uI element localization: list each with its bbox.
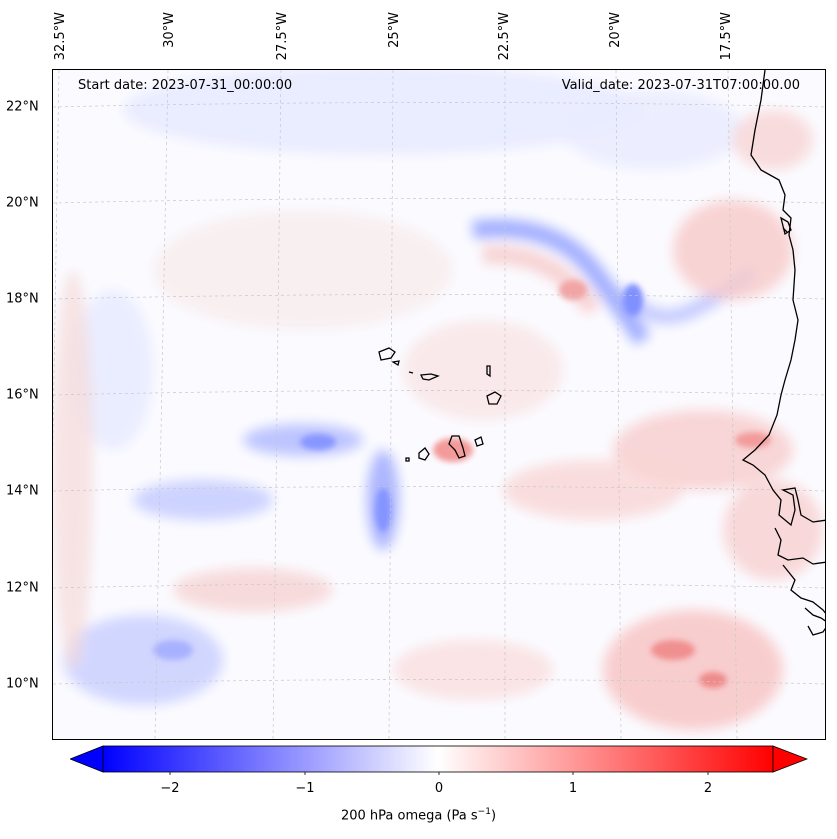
lon-label-22-5w: 22.5°W (497, 12, 512, 61)
lon-label-30w: 30°W (162, 12, 177, 48)
island-brava (405, 457, 410, 462)
colorbar-label-close: ) (490, 808, 497, 824)
island-sao-vicente (391, 360, 400, 367)
coastline (741, 70, 825, 636)
island-maio (474, 436, 484, 447)
omega-field-map (53, 70, 825, 739)
valid-date-label: Valid_date: 2023-07-31T07:00:00.00 (561, 78, 800, 93)
map-panel (52, 69, 826, 740)
colorbar-label-exponent: −1 (477, 807, 491, 817)
lat-label-18n: 18°N (6, 291, 39, 307)
colorbar-gradient (102, 745, 774, 773)
island-santo-antao (378, 347, 396, 361)
colorbar-tick-1: 1 (568, 781, 578, 796)
island-sal (486, 365, 491, 378)
lon-label-20w: 20°W (608, 12, 623, 48)
lon-label-17-5w: 17.5°W (719, 12, 734, 61)
lat-label-10n: 10°N (6, 676, 39, 692)
lat-label-20n: 20°N (6, 195, 39, 211)
omega-field-patches (53, 70, 823, 730)
colorbar-tick-minus1: −1 (295, 781, 315, 796)
colorbar (70, 745, 808, 775)
colorbar-max-extend (772, 745, 808, 773)
lon-label-25w: 25°W (387, 12, 402, 48)
colorbar-tick-minus2: −2 (160, 781, 180, 796)
colorbar-min-extend (70, 745, 104, 773)
lat-label-12n: 12°N (6, 580, 39, 596)
graticule (53, 70, 825, 739)
cape-verde-islands (378, 347, 502, 462)
lat-label-16n: 16°N (6, 387, 39, 403)
island-sao-nicolau (419, 373, 440, 381)
colorbar-label: 200 hPa omega (Pa s−1) (0, 807, 837, 823)
island-santiago (448, 435, 466, 459)
omega-field-details (153, 280, 771, 688)
colorbar-label-text: 200 hPa omega (Pa s (340, 808, 478, 824)
island-fogo (418, 447, 430, 461)
lat-label-22n: 22°N (6, 99, 39, 115)
lat-label-14n: 14°N (6, 483, 39, 499)
lon-label-32-5w: 32.5°W (53, 12, 68, 61)
start-date-label: Start date: 2023-07-31_00:00:00 (78, 78, 293, 93)
colorbar-tick-2: 2 (703, 781, 713, 796)
lon-label-27-5w: 27.5°W (275, 12, 290, 61)
colorbar-tick-0: 0 (434, 781, 444, 796)
island-boa-vista (486, 391, 502, 405)
